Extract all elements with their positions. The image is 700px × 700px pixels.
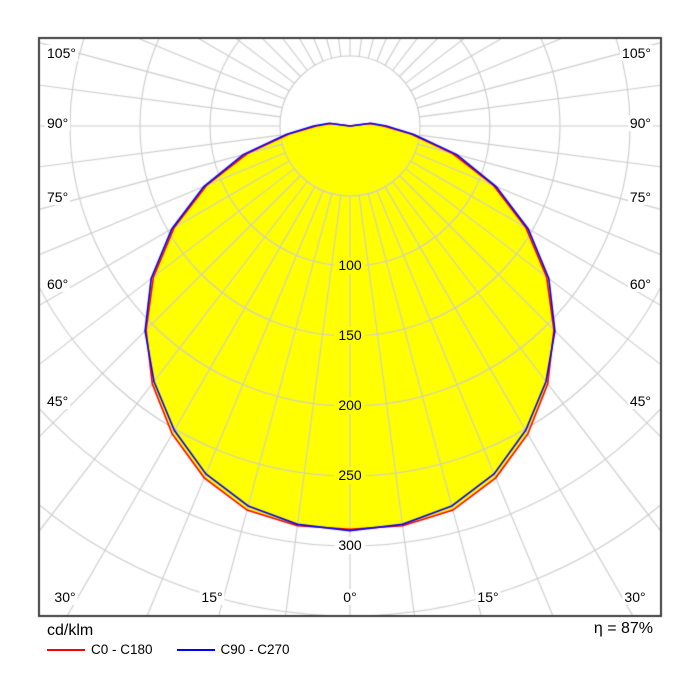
legend-line-c90-c270 — [176, 648, 215, 651]
legend-unit-label: cd/klm — [47, 622, 94, 639]
legend-line-c0-c180 — [47, 648, 85, 651]
legend-label-c90-c270: C90 - C270 — [220, 642, 290, 657]
legend-label-c0-c180: C0 - C180 — [91, 642, 153, 657]
efficiency-value: η = 87% — [593, 620, 653, 637]
legend: cd/klm C0 - C180 C90 - C270 — [47, 621, 290, 657]
legend-items-row: C0 - C180 C90 - C270 — [47, 642, 290, 657]
